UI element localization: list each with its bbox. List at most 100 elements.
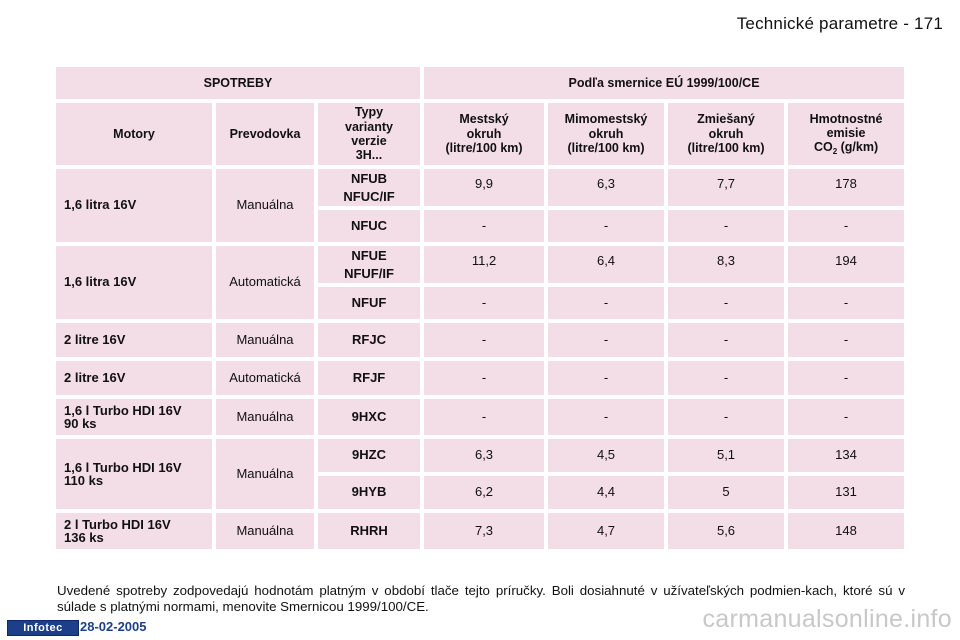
urban-value-cell: - — [424, 361, 545, 395]
co2-value-cell: 134 — [788, 439, 905, 472]
variant-code-cell: NFUF — [318, 287, 421, 319]
variant-code: 9HXC — [351, 408, 387, 424]
footnote: Uvedené spotreby zodpovedajú hodnotám pl… — [57, 583, 905, 614]
motor-line: 90 ks — [64, 416, 97, 431]
motor-line: 136 ks — [64, 530, 104, 545]
extra-urban-value-cell: 4,4 — [548, 476, 665, 509]
gearbox-cell: Manuálna — [216, 439, 314, 509]
col-header-line: 3H... — [355, 148, 383, 163]
table-row: 1,6 l Turbo HDI 16V 110 ks Manuálna 9HZC 6,3… — [56, 439, 905, 509]
variant-code-cell: NFUB NFUC/IF — [318, 169, 421, 206]
table-row: 1,6 litra 16V Automatická NFUE NFUF/IF 11,2 6… — [56, 246, 905, 319]
co2-value-cell: - — [788, 399, 905, 435]
co2-value-cell: 178 — [788, 169, 905, 206]
infotec-logo: Infotec — [7, 620, 79, 636]
combined-value-cell: 5,1 — [668, 439, 785, 472]
urban-value-cell: - — [424, 399, 545, 435]
motor-cell: 1,6 litra 16V — [56, 246, 212, 319]
gearbox-cell: Manuálna — [216, 323, 314, 357]
variant-code-cell: RHRH — [318, 513, 421, 549]
col-header-line: (litre/100 km) — [445, 141, 523, 156]
table-row: 1,6 l Turbo HDI 16V 90 ks Manuálna 9HXC - - - - — [56, 399, 905, 435]
col-header-line: Typy — [354, 105, 384, 120]
variant-code-cell: RFJC — [318, 323, 421, 357]
variant-code: RFJF — [352, 369, 386, 385]
col-header-motory: Motory — [56, 103, 212, 165]
table-row: 2 litre 16V Automatická RFJF - - - - — [56, 361, 905, 395]
urban-value-cell: 6,2 — [424, 476, 545, 509]
consumption-table-wrapper: SPOTREBY Podľa smernice EÚ 1999/100/CE M… — [56, 67, 905, 553]
co2-value-cell: - — [788, 323, 905, 357]
extra-urban-value-cell: - — [548, 210, 665, 242]
watermark: carmanualsonline.info — [702, 605, 952, 633]
col-header-line: emisie — [826, 125, 866, 140]
col-header-mimomestsky: Mimomestský okruh (litre/100 km) — [548, 103, 665, 165]
extra-urban-value-cell: - — [548, 399, 665, 435]
combined-value-cell: - — [668, 287, 785, 319]
motor-cell: 2 l Turbo HDI 16V 136 ks — [56, 513, 212, 549]
consumption-table: SPOTREBY Podľa smernice EÚ 1999/100/CE M… — [52, 63, 908, 553]
col-header-mestsky: Mestský okruh (litre/100 km) — [424, 103, 545, 165]
variant-code-cell: NFUE NFUF/IF — [318, 246, 421, 283]
variant-code: NFUB — [350, 170, 388, 186]
col-header-line: CO2 (g/km) — [788, 140, 904, 156]
urban-value-cell: 11,2 — [424, 246, 545, 283]
table-row: 9HYB 6,2 4,4 5 131 — [56, 476, 905, 509]
urban-value-cell: 7,3 — [424, 513, 545, 549]
motor-line: 1,6 l Turbo HDI 16V — [64, 460, 182, 475]
variant-code-cell: 9HZC — [318, 439, 421, 472]
col-header-line: varianty — [345, 119, 393, 134]
variant-code: 9HZC — [352, 447, 386, 463]
motor-line: 110 ks — [64, 473, 104, 488]
co2-subscript: 2 — [832, 147, 838, 157]
table-body: 1,6 litra 16V Manuálna NFUB NFUC/IF 9,9 6,3 7,… — [56, 169, 905, 549]
variant-code: NFUF/IF — [344, 265, 394, 281]
variant-code: RHRH — [350, 522, 388, 538]
gearbox-cell: Automatická — [216, 246, 314, 319]
col-header-typy: Typy varianty verzie 3H... — [318, 103, 421, 165]
col-header-line: okruh — [708, 126, 744, 141]
motor-cell: 2 litre 16V — [56, 361, 212, 395]
col-header-line: Mimomestský — [564, 112, 648, 127]
variant-code: NFUC/IF — [343, 188, 395, 204]
combined-value-cell: 5,6 — [668, 513, 785, 549]
combined-value-cell: - — [668, 323, 785, 357]
variant-code: NFUF — [351, 294, 387, 310]
variant-code: NFUC — [350, 217, 388, 233]
urban-value-cell: 9,9 — [424, 169, 545, 206]
unit-label: (g/km) — [840, 140, 879, 155]
combined-value-cell: 7,7 — [668, 169, 785, 206]
variant-code-cell: 9HYB — [318, 476, 421, 509]
col-header-line: verzie — [351, 134, 387, 148]
gearbox-cell: Manuálna — [216, 513, 314, 549]
co2-value-cell: - — [788, 210, 905, 242]
motor-cell: 1,6 litra 16V — [56, 169, 212, 242]
motor-cell: 1,6 l Turbo HDI 16V 110 ks — [56, 439, 212, 509]
urban-value-cell: - — [424, 210, 545, 242]
col-header-line: (litre/100 km) — [687, 141, 765, 156]
co2-value-cell: 194 — [788, 246, 905, 283]
col-header-line: okruh — [588, 126, 624, 141]
motor-cell: 2 litre 16V — [56, 323, 212, 357]
col-header-line: (litre/100 km) — [567, 141, 645, 156]
group-header-directive: Podľa smernice EÚ 1999/100/CE — [424, 67, 905, 99]
col-header-line: Mestský — [459, 112, 509, 127]
col-header-line: okruh — [466, 126, 502, 141]
combined-value-cell: - — [668, 399, 785, 435]
extra-urban-value-cell: - — [548, 323, 665, 357]
col-header-prevodovka: Prevodovka — [216, 103, 314, 165]
co2-value-cell: - — [788, 287, 905, 319]
extra-urban-value-cell: - — [548, 361, 665, 395]
co2-value-cell: 131 — [788, 476, 905, 509]
table-row: NFUC - - - - — [56, 210, 905, 242]
extra-urban-value-cell: 4,5 — [548, 439, 665, 472]
motor-cell: 1,6 l Turbo HDI 16V 90 ks — [56, 399, 212, 435]
table-row: 2 litre 16V Manuálna RFJC - - - - — [56, 323, 905, 357]
motor-line: 1,6 l Turbo HDI 16V — [64, 403, 182, 418]
footer-date: 28-02-2005 — [80, 619, 147, 634]
col-header-line: Zmiešaný — [697, 112, 755, 127]
table-row: NFUF - - - - — [56, 287, 905, 319]
gearbox-cell: Manuálna — [216, 399, 314, 435]
extra-urban-value-cell: 6,3 — [548, 169, 665, 206]
urban-value-cell: - — [424, 323, 545, 357]
